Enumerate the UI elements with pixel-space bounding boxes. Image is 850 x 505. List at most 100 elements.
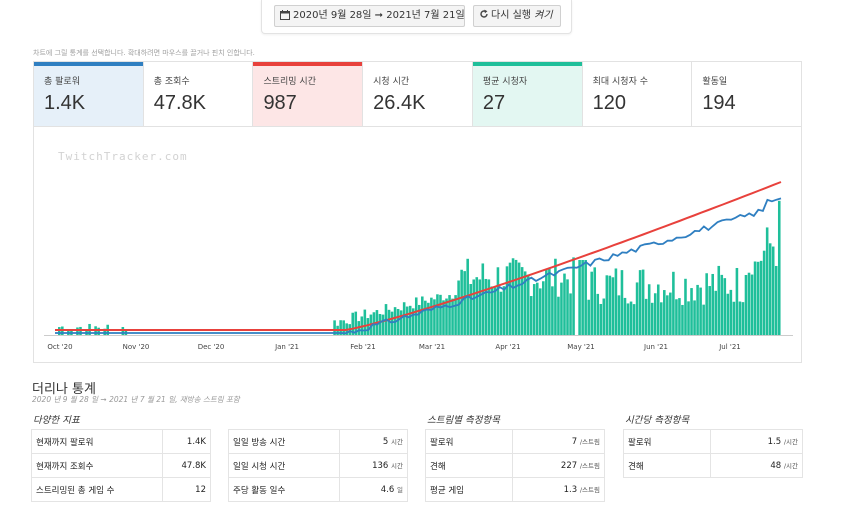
metric-label: 주당 활동 일수 xyxy=(228,477,340,502)
chart-bar xyxy=(523,271,527,335)
x-tick-label: Jul '21 xyxy=(718,343,741,351)
metric-label: 현재까지 팔로워 xyxy=(31,429,163,454)
chart-bar xyxy=(617,295,621,335)
tab-value: 27 xyxy=(482,92,506,114)
chart-bar xyxy=(693,300,696,335)
chart-bar xyxy=(342,320,345,335)
metric-unit: /스트림 xyxy=(579,462,600,470)
chart-bar xyxy=(569,293,572,335)
table-row: 팔로워 7 /스트림 xyxy=(425,429,605,454)
rerun-label: 다시 실행 xyxy=(491,10,531,21)
chart-bar xyxy=(605,275,609,335)
chart-bar xyxy=(514,259,518,335)
chart-bar xyxy=(411,308,415,335)
chart-bar xyxy=(653,293,657,335)
chart-bar xyxy=(620,270,624,335)
chart-bar xyxy=(717,265,721,335)
stat-tabs: 총 팔로워 1.4K 총 조회수 47.8K 스트리밍 시간 987 시청 시간… xyxy=(33,61,802,127)
chart-bar xyxy=(626,303,630,335)
metric-label: 팔로워 xyxy=(623,429,711,454)
table-row: 주당 활동 일수 4.6 일 xyxy=(228,477,408,502)
chart-bar xyxy=(399,310,403,335)
x-tick-label: May '21 xyxy=(567,343,595,351)
calendar-icon xyxy=(280,10,290,20)
chart-bar xyxy=(539,288,542,335)
table-row: 견해 48 /시간 xyxy=(623,453,803,478)
chart-bar xyxy=(777,200,781,335)
tab-value: 47.8K xyxy=(153,92,206,114)
chart-bar xyxy=(387,309,391,335)
chart-bar xyxy=(684,278,687,335)
chart-bar xyxy=(629,301,633,335)
tab-stream-hours[interactable]: 스트리밍 시간 987 xyxy=(253,62,364,126)
chart-bar xyxy=(596,293,600,335)
metric-value: 12 xyxy=(162,477,211,502)
metric-label: 일일 시청 시간 xyxy=(228,453,340,478)
tab-value: 987 xyxy=(263,92,297,114)
various-metrics-table-1: 현재까지 팔로워 1.4K 현재까지 조회수 47.8K 스트리밍된 총 게임 … xyxy=(31,429,211,502)
stats-title: 더리나 통계 xyxy=(32,382,96,397)
chart-bar xyxy=(517,262,521,335)
date-range-picker[interactable]: 2020년 9월 28일 ➞ 2021년 7월 21일 xyxy=(274,5,465,27)
chart-bar xyxy=(439,294,442,335)
tab-total-followers[interactable]: 총 팔로워 1.4K xyxy=(34,62,144,126)
chart-bar xyxy=(545,269,548,335)
tab-value: 1.4K xyxy=(44,92,86,114)
chart-bar xyxy=(405,306,409,335)
chart-bar xyxy=(532,284,536,335)
metric-unit: 일 xyxy=(397,486,403,494)
x-tick-label: Mar '21 xyxy=(419,343,445,351)
rerun-toggle-button[interactable]: 다시 실행 켜기 xyxy=(473,5,561,27)
chart-bar xyxy=(672,271,675,335)
tab-label: 시청 시간 xyxy=(373,77,410,87)
metric-value: 4.6 일 xyxy=(339,477,408,502)
chart-bar xyxy=(339,320,342,335)
chart-bar xyxy=(747,272,751,335)
metric-number: 227 xyxy=(560,461,578,471)
tab-avg-viewers[interactable]: 평균 시청자 27 xyxy=(472,62,583,126)
date-range-text: 2020년 9월 28일 ➞ 2021년 7월 21일 xyxy=(293,10,465,21)
chart-bar xyxy=(690,288,693,335)
chart-bar xyxy=(433,299,436,335)
tab-active-days[interactable]: 활동일 194 xyxy=(692,62,802,126)
table-row: 팔로워 1.5 /시간 xyxy=(623,429,803,454)
metric-number: 1.3 xyxy=(563,485,578,495)
stats-subtitle: 2020 년 9 월 28 일 ➞ 2021 년 7 월 21 일, 재방송 스… xyxy=(32,395,240,404)
x-tick-label: Nov '20 xyxy=(123,343,150,351)
chart-hint: 차트에 그릴 통계를 선택합니다. 확대하려면 마우스를 끌거나 핀치 인합니다… xyxy=(33,49,255,57)
chart-bar xyxy=(502,286,506,335)
chart-bar xyxy=(768,243,772,335)
chart-bar xyxy=(563,273,566,335)
chart-bar xyxy=(529,296,533,335)
chart-bar xyxy=(623,297,627,335)
chart-bar xyxy=(638,270,642,335)
table-row: 일일 방송 시간 5 시간 xyxy=(228,429,408,454)
chart-bar xyxy=(590,271,593,335)
chart-bar xyxy=(650,302,654,335)
series-line-red xyxy=(55,181,782,331)
chart-bar xyxy=(641,269,645,335)
date-range-bar: 2020년 9월 28일 ➞ 2021년 7월 21일 다시 실행 켜기 xyxy=(261,0,572,34)
tab-label: 평균 시청자 xyxy=(482,77,528,87)
various-metrics-table-2: 일일 방송 시간 5 시간 일일 시청 시간 136 시간 주당 활동 일수 4… xyxy=(228,429,408,502)
tab-peak-viewers[interactable]: 최대 시청자 수 120 xyxy=(582,62,693,126)
tab-total-views[interactable]: 총 조회수 47.8K xyxy=(143,62,254,126)
chart-bar xyxy=(608,275,612,335)
chart-bar xyxy=(402,302,406,335)
group-title-per-hour: 시간당 측정항목 xyxy=(625,415,690,426)
tab-color-bar xyxy=(34,62,143,66)
chart-bar xyxy=(496,267,500,335)
stats-chart[interactable]: TwitchTracker.com Oct '20 Nov '20 Dec '20 J… xyxy=(33,127,802,363)
metric-number: 136 xyxy=(372,461,389,471)
tab-label: 스트리밍 시간 xyxy=(263,77,316,87)
metric-value: 1.4K xyxy=(162,429,211,454)
chart-bar xyxy=(611,277,615,335)
metric-label: 견해 xyxy=(623,453,711,478)
x-tick-label: Dec '20 xyxy=(198,343,225,351)
tab-watch-hours[interactable]: 시청 시간 26.4K xyxy=(363,62,473,126)
chart-bar xyxy=(720,274,724,335)
tab-label: 최대 시청자 수 xyxy=(592,77,648,87)
chart-svg[interactable]: Oct '20 Nov '20 Dec '20 Jan '21 Feb '21 Mar '… xyxy=(34,127,803,363)
chart-bar xyxy=(526,274,530,335)
chart-bar xyxy=(454,295,457,335)
